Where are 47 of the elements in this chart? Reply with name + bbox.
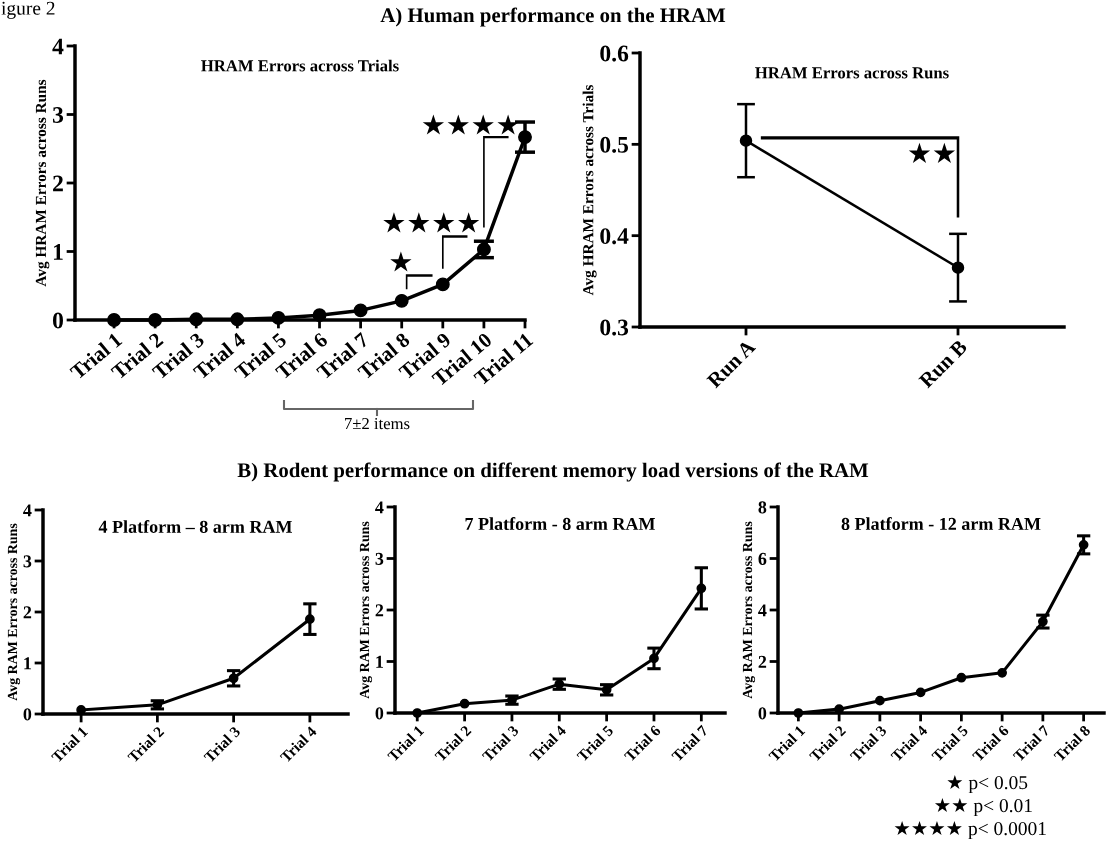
annotation: ★★ (908, 142, 956, 164)
text: ★ p< 0.05 (947, 774, 1028, 794)
y-tick-label: 1 (53, 244, 63, 260)
y-tick-label: 0.3 (600, 319, 629, 336)
y-axis-title: Avg HRAM Errors across Trials (582, 84, 597, 296)
chart-title: 8 Platform - 12 arm RAM (841, 517, 1041, 531)
y-tick-label: 4 (375, 501, 384, 514)
y-tick-label: 6 (758, 552, 767, 565)
chart-title: 7 Platform - 8 arm RAM (465, 517, 655, 531)
y-tick-label: 8 (758, 501, 767, 514)
y-tick-label: 0 (23, 708, 32, 721)
y-tick-label: 0.6 (600, 45, 629, 62)
text: 7±2 items (345, 417, 410, 430)
y-tick-label: 4 (23, 504, 32, 517)
y-tick-label: 2 (375, 604, 384, 617)
y-tick-label: 3 (52, 107, 64, 123)
annotation: ★★★★ (422, 114, 519, 135)
text: ★★ p< 0.01 (934, 797, 1032, 817)
y-tick-label: 0 (375, 707, 384, 720)
x-tick-label: Run A (706, 338, 757, 389)
y-tick-label: 4 (758, 604, 767, 617)
y-axis-title: Avg RAM Errors across Runs (359, 521, 373, 699)
y-axis-title: Avg HRAM Errors across Runs (35, 79, 50, 287)
y-tick-label: 0 (52, 312, 63, 329)
x-tick-label: Run B (918, 339, 968, 389)
y-tick-label: 0.4 (600, 228, 629, 245)
y-tick-label: 2 (53, 175, 63, 192)
text: HRAM Errors across Runs (755, 67, 949, 79)
text: B) Rodent performance on different memory load versions of the RAM (237, 462, 869, 482)
text: HRAM Errors across Trials (201, 59, 399, 72)
text: ★★★★ p< 0.0001 (894, 820, 1046, 840)
y-tick-label: 4 (52, 38, 64, 55)
annotation: ★ (390, 251, 412, 272)
y-tick-label: 3 (23, 555, 32, 568)
y-tick-label: 0 (758, 707, 767, 720)
text: A) Human performance on the HRAM (380, 7, 726, 27)
y-tick-label: 3 (375, 552, 384, 565)
text: igure 2 (1, 1, 55, 19)
y-tick-label: 1 (24, 657, 31, 670)
annotation: ★★★★ (383, 212, 480, 233)
y-axis-title: Avg RAM Errors across Runs (7, 523, 21, 701)
y-tick-label: 0.5 (600, 136, 629, 153)
chart-title: 4 Platform – 8 arm RAM (98, 520, 292, 533)
y-tick-label: 2 (758, 655, 767, 668)
y-tick-label: 1 (376, 655, 383, 668)
y-tick-label: 2 (23, 606, 32, 619)
y-axis-title: Avg RAM Errors across Runs (742, 521, 756, 699)
